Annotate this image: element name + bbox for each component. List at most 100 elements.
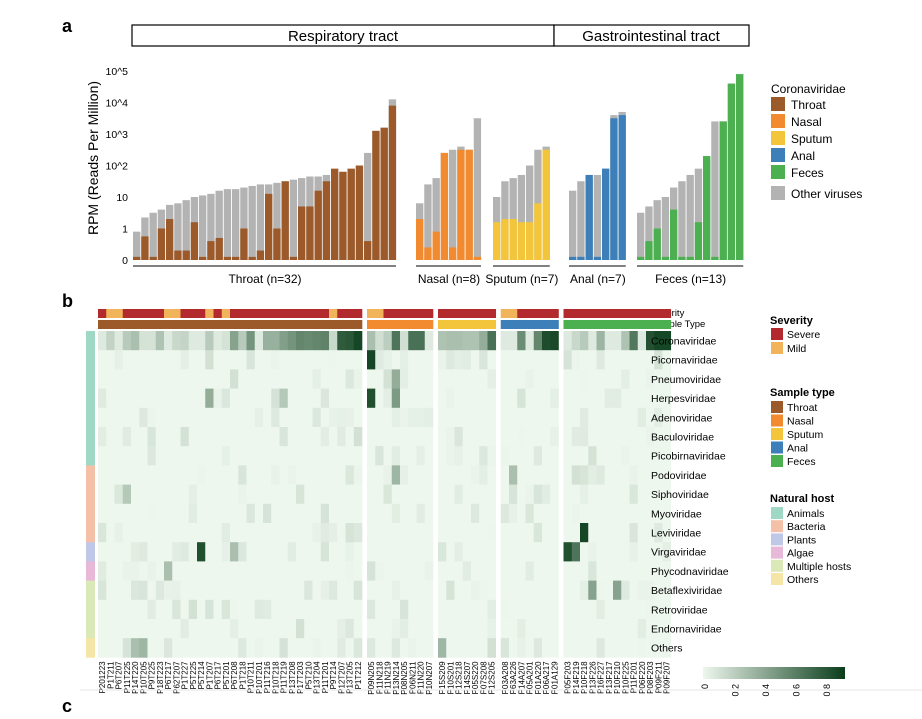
heatmap-cell xyxy=(500,580,510,601)
heatmap-cell xyxy=(367,331,376,351)
group-label-feces: Feces (n=13) xyxy=(655,272,726,286)
heatmap-cell xyxy=(312,407,322,428)
heatmap-cell xyxy=(462,369,472,389)
heatmap-cell xyxy=(533,523,543,543)
heatmap-cell xyxy=(254,580,264,601)
heatmap-cell xyxy=(654,427,663,447)
heatmap-cell xyxy=(367,427,376,447)
heatmap-cell xyxy=(279,561,289,581)
heatmap-cell xyxy=(637,484,647,505)
heatmap-cell xyxy=(172,638,181,658)
legend-label: Sputum xyxy=(787,429,823,441)
legend-label: Animals xyxy=(787,508,824,520)
severity-cell xyxy=(438,309,447,318)
sample-type-cell xyxy=(525,320,535,329)
heatmap-cell xyxy=(106,388,115,409)
bar-corona-sputum xyxy=(517,222,526,260)
heatmap-cell xyxy=(172,331,181,351)
heatmap-cell xyxy=(337,580,346,601)
heatmap-cell xyxy=(454,465,464,485)
sample-type-cell xyxy=(337,320,346,329)
heatmap-cell xyxy=(98,503,107,524)
heatmap-cell xyxy=(509,542,518,562)
heatmap-cell xyxy=(580,446,589,466)
heatmap-cell xyxy=(254,638,264,658)
heatmap-cell xyxy=(221,599,231,620)
severity-cell xyxy=(408,309,417,318)
heatmap-cell xyxy=(571,580,581,601)
heatmap-cell xyxy=(246,561,256,581)
host-bar-others_host xyxy=(86,638,95,658)
heatmap-cell xyxy=(230,446,239,466)
heatmap-cell xyxy=(304,350,313,370)
heatmap-cell xyxy=(621,446,630,466)
heatmap-cell xyxy=(320,484,330,505)
heatmap-cell xyxy=(246,350,256,370)
heatmap-cell xyxy=(517,331,526,351)
severity-cell xyxy=(263,309,272,318)
bar-corona-nasal xyxy=(440,152,449,260)
severity-cell xyxy=(254,309,264,318)
heatmap-cell xyxy=(563,542,573,562)
column-label: P11T201 xyxy=(321,661,330,693)
heatmap-cell xyxy=(408,369,417,389)
column-label: P05S220 xyxy=(471,661,480,694)
bar-corona-feces xyxy=(653,228,661,260)
heatmap-cell xyxy=(408,523,417,543)
heatmap-cell xyxy=(367,465,376,485)
bar-corona-anal xyxy=(618,115,626,260)
heatmap-cell xyxy=(525,427,535,447)
heatmap-cell xyxy=(400,407,409,428)
sample-type-cell xyxy=(197,320,206,329)
sample-type-cell xyxy=(571,320,581,329)
heatmap-cell xyxy=(147,523,157,543)
sample-type-cell xyxy=(155,320,165,329)
heatmap-cell xyxy=(487,484,497,505)
sample-type-cell xyxy=(580,320,589,329)
heatmap-cell xyxy=(550,388,559,409)
heatmap-cell xyxy=(613,580,622,601)
bar-corona-throat xyxy=(364,241,372,260)
severity-cell xyxy=(367,309,376,318)
heatmap-cell xyxy=(164,427,173,447)
heatmap-cell xyxy=(254,446,264,466)
heatmap-cell xyxy=(454,484,464,505)
heatmap-cell xyxy=(205,561,214,581)
severity-cell xyxy=(287,309,297,318)
bar-corona-throat xyxy=(388,105,397,261)
heatmap-cell xyxy=(329,350,338,370)
host-bar-animals xyxy=(86,388,95,409)
heatmap-cell xyxy=(337,638,346,658)
heatmap-cell xyxy=(454,427,464,447)
heatmap-cell xyxy=(230,599,239,620)
heatmap-cell xyxy=(509,407,518,428)
heatmap-cell xyxy=(164,580,173,601)
heatmap-cell xyxy=(542,561,551,581)
column-label: P10T211 xyxy=(247,661,256,693)
sample-type-cell xyxy=(462,320,472,329)
heatmap-cell xyxy=(400,331,409,351)
bar-corona-nasal xyxy=(457,149,465,260)
heatmap-cell xyxy=(164,369,173,389)
heatmap-cell xyxy=(533,446,543,466)
host-bar-animals xyxy=(86,446,95,466)
severity-cell xyxy=(312,309,322,318)
heatmap-cell xyxy=(279,350,289,370)
heatmap-cell xyxy=(312,427,322,447)
heatmap-cell xyxy=(279,580,289,601)
column-labels: P201223 P1T211 P6T207 P11T225 P14T220 P10T205… xyxy=(98,661,672,695)
heatmap-cell xyxy=(604,561,614,581)
legend-swatch xyxy=(771,186,785,200)
heatmap-cell xyxy=(550,427,559,447)
heatmap-cell xyxy=(221,388,231,409)
heatmap-cell xyxy=(271,369,280,389)
heatmap-cell xyxy=(139,446,148,466)
heatmap-cell xyxy=(180,388,190,409)
heatmap-cell xyxy=(263,599,272,620)
heatmap-cell xyxy=(424,523,434,543)
heatmap-cell xyxy=(345,446,355,466)
heatmap-cell xyxy=(550,350,559,370)
heatmap-cell xyxy=(391,465,401,485)
legend-label: Sputum xyxy=(791,132,832,146)
heatmap-cell xyxy=(254,503,264,524)
